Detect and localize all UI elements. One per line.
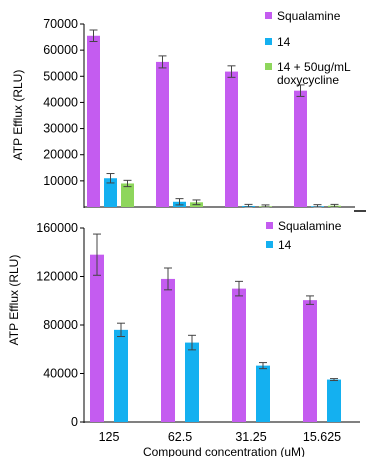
y-axis-label: ATP Efflux (RLU) [7,255,21,346]
bar-0-3 [294,90,307,207]
legend-swatch-1 [266,241,273,248]
y-tick-label: 10000 [43,174,78,188]
x-tick-label: 15.625 [303,430,341,444]
legend-swatch-2 [265,63,272,70]
y-tick-label: 20000 [43,148,78,162]
x-tick-label: 31.25 [235,430,266,444]
bar-1-1 [185,342,199,422]
legend-swatch-0 [265,12,272,19]
bar-0-0 [87,35,100,208]
bar-0-3 [303,300,317,422]
x-tick-label: 62.5 [168,430,192,444]
x-tick-label: 125 [99,430,120,444]
legend-label: Squalamine [278,219,342,233]
bar-0-2 [225,71,238,207]
legend-label: doxycycline [277,73,339,87]
top-chart: 10000 20000 30000 40000 50000 60000 70000 ATP E… [11,9,366,212]
y-tick-label: 120000 [36,270,78,284]
y-tick-label: 40000 [43,95,78,109]
x-axis-label: Compound concentration (uM) [143,445,305,457]
legend-label: 14 + 50ug/mL [277,60,351,74]
legend-swatch-1 [265,38,272,45]
y-tick-label: 40000 [43,367,78,381]
bottom-chart: 0 40000 80000 120000 160000 ATP Efflux (RLU) 1… [7,219,360,457]
y-axis-label: ATP Efflux (RLU) [11,70,25,161]
legend-swatch-0 [266,222,273,229]
legend-label: 14 [278,238,292,252]
y-tick-label: 70000 [43,17,78,31]
bar-1-0 [114,329,128,422]
y-tick-label: 0 [71,415,78,429]
legend-label: 14 [277,35,291,49]
bar-0-1 [161,278,175,422]
bar-1-3 [327,379,341,422]
bar-0-2 [232,288,246,422]
legend-label: Squalamine [277,9,341,23]
bar-1-0 [104,178,117,207]
y-tick-label: 160000 [36,221,78,235]
bar-0-0 [90,254,104,422]
y-tick-label: 60000 [43,43,78,57]
bar-2-0 [121,183,134,207]
bar-0-1 [156,61,169,208]
y-tick-label: 50000 [43,69,78,83]
y-tick-label: 80000 [43,318,78,332]
bar-1-2 [256,365,270,422]
y-tick-label: 30000 [43,122,78,136]
